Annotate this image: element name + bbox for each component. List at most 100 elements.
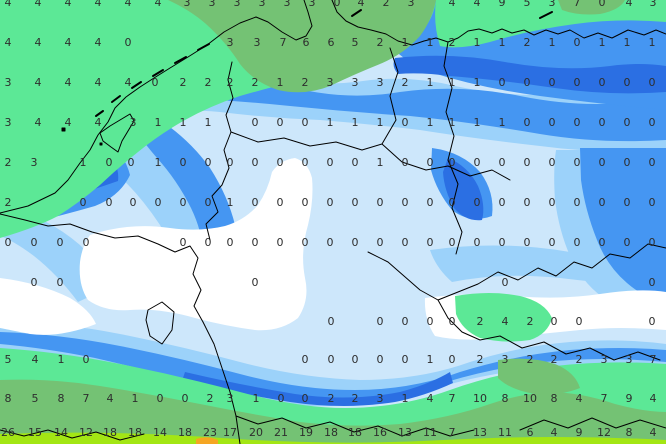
grid-value: 0: [573, 236, 581, 249]
grid-value: 1: [548, 36, 556, 49]
grid-value: 0: [573, 116, 581, 129]
grid-value: 3: [600, 353, 608, 366]
orange-spot: [196, 437, 218, 444]
grid-value: 0: [648, 315, 656, 328]
grid-value: 1: [326, 116, 334, 129]
grid-value: 3: [183, 0, 191, 9]
grid-value: 3: [376, 76, 384, 89]
grid-value: 0: [376, 315, 384, 328]
grid-value: 5: [31, 392, 39, 405]
grid-value: 0: [154, 196, 162, 209]
grid-value: 0: [473, 156, 481, 169]
grid-value: 0: [127, 156, 135, 169]
grid-value: 0: [426, 315, 434, 328]
grid-value: 1: [131, 392, 139, 405]
grid-value: 0: [598, 156, 606, 169]
grid-value: 4: [94, 0, 102, 9]
grid-value: 0: [276, 196, 284, 209]
grid-value: 1: [401, 392, 409, 405]
grid-value: 9: [575, 426, 583, 439]
grid-value: 0: [301, 392, 309, 405]
grid-value: 0: [105, 196, 113, 209]
border-be: [0, 213, 204, 323]
grid-value: 1: [204, 116, 212, 129]
grid-value: 0: [648, 276, 656, 289]
grid-value: 19: [299, 426, 313, 439]
grid-value: 1: [79, 156, 87, 169]
grid-value: 0: [351, 156, 359, 169]
grid-value: 5: [523, 0, 531, 9]
grid-value: 0: [401, 116, 409, 129]
grid-value: 0: [277, 392, 285, 405]
grid-value: 1: [473, 76, 481, 89]
grid-value: 18: [324, 426, 338, 439]
grid-value: 0: [401, 353, 409, 366]
grid-value: 0: [327, 315, 335, 328]
grid-value: 0: [351, 236, 359, 249]
grid-value: 4: [64, 36, 72, 49]
grid-value: 9: [498, 0, 506, 9]
olive-right-patch: [498, 358, 580, 395]
grid-value: 13: [398, 426, 412, 439]
grid-value: 10: [523, 392, 537, 405]
grid-value: 0: [30, 276, 38, 289]
grid-value: 0: [448, 236, 456, 249]
grid-value: 0: [376, 196, 384, 209]
dark-blue-north-core: [393, 55, 666, 94]
grid-value: 1: [473, 116, 481, 129]
grid-value: 0: [4, 236, 12, 249]
grid-value: 0: [181, 392, 189, 405]
border-alps-left: [0, 429, 145, 441]
grid-value: 0: [550, 315, 558, 328]
grid-value: 1: [426, 353, 434, 366]
grid-value: 23: [203, 426, 217, 439]
grid-value: 14: [54, 426, 68, 439]
grid-value: 0: [276, 156, 284, 169]
grid-value: 1: [426, 116, 434, 129]
grid-value: 0: [179, 196, 187, 209]
grid-value: 4: [357, 0, 365, 9]
grid-value: 0: [79, 196, 87, 209]
grid-value: 0: [333, 0, 341, 9]
grid-value: 20: [249, 426, 263, 439]
grid-value: 0: [573, 156, 581, 169]
grid-value: 1: [376, 116, 384, 129]
grid-value: 8: [550, 392, 558, 405]
grid-value: 4: [649, 392, 657, 405]
grid-value: 15: [28, 426, 42, 439]
grid-value: 0: [226, 236, 234, 249]
grid-value: 4: [4, 36, 12, 49]
grid-value: 1: [252, 392, 260, 405]
grid-value: 2: [204, 76, 212, 89]
grid-value: 14: [153, 426, 167, 439]
grid-value: 2: [179, 76, 187, 89]
coastline-baltic: [331, 0, 666, 46]
grid-value: 0: [326, 236, 334, 249]
grid-value: 4: [625, 0, 633, 9]
grid-value: 0: [82, 353, 90, 366]
green-south-lobe: [455, 293, 552, 342]
grid-value: 0: [301, 353, 309, 366]
grid-value: 1: [426, 36, 434, 49]
grid-value: 1: [376, 156, 384, 169]
city-dot-2: [99, 142, 103, 146]
grid-value: 3: [501, 353, 509, 366]
grid-value: 18: [103, 426, 117, 439]
grid-value: 0: [448, 315, 456, 328]
mid-blue-bottom-band: [0, 332, 666, 400]
grid-value: 3: [258, 0, 266, 9]
grid-value: 0: [575, 315, 583, 328]
grid-value: 2: [523, 36, 531, 49]
grid-value: 0: [376, 236, 384, 249]
grid-value: 26: [1, 426, 15, 439]
grid-value: 16: [373, 426, 387, 439]
grid-value: 0: [548, 76, 556, 89]
grid-value: 1: [498, 36, 506, 49]
grid-value: 4: [649, 426, 657, 439]
grid-value: 2: [206, 392, 214, 405]
grid-value: 12: [79, 426, 93, 439]
grid-value: 1: [498, 116, 506, 129]
grid-value: 2: [448, 36, 456, 49]
grid-value: 0: [226, 156, 234, 169]
grid-value: 6: [526, 426, 534, 439]
